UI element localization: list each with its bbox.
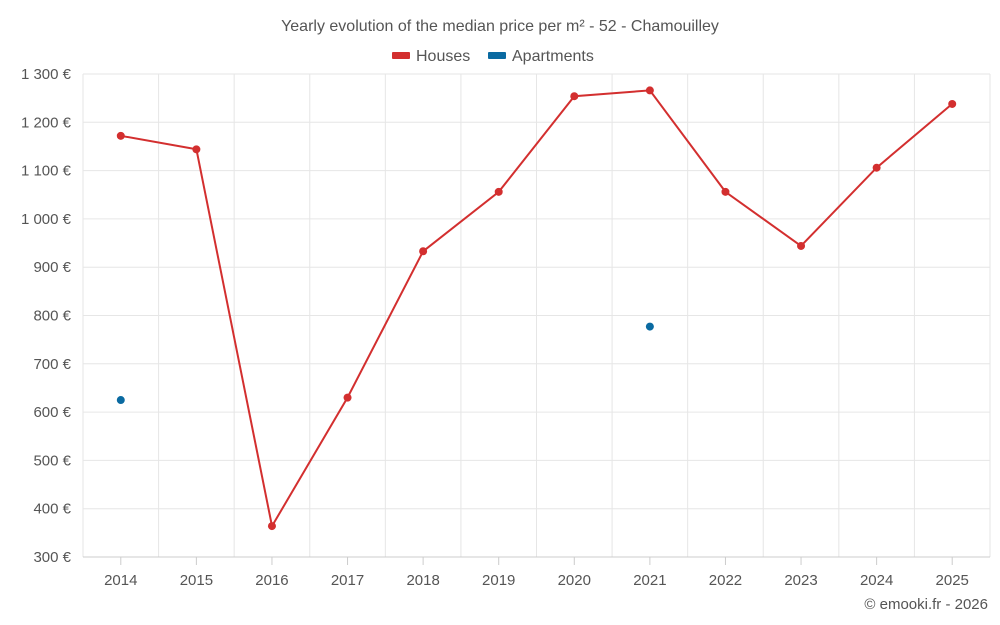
legend-swatch-apartments	[488, 52, 506, 59]
legend: Houses Apartments	[392, 48, 594, 65]
y-tick-label: 400 €	[33, 501, 71, 518]
data-point-houses[interactable]	[872, 163, 881, 172]
data-point-houses[interactable]	[494, 187, 503, 196]
chart-title: Yearly evolution of the median price per…	[281, 18, 719, 35]
data-point-houses[interactable]	[948, 99, 957, 108]
y-tick-label: 1 300 €	[21, 66, 72, 83]
series	[116, 86, 957, 531]
x-tick-label: 2019	[482, 572, 515, 589]
y-tick-label: 300 €	[33, 549, 71, 566]
data-point-apartments[interactable]	[116, 396, 125, 405]
data-point-houses[interactable]	[192, 145, 201, 154]
legend-label-houses: Houses	[416, 48, 470, 65]
legend-item-houses[interactable]: Houses	[392, 48, 470, 65]
y-tick-label: 1 200 €	[21, 114, 72, 131]
x-tick-label: 2016	[255, 572, 288, 589]
data-point-houses[interactable]	[116, 131, 125, 140]
data-point-apartments[interactable]	[645, 322, 654, 331]
x-tick-label: 2015	[180, 572, 213, 589]
y-tick-label: 1 100 €	[21, 163, 72, 180]
y-tick-label: 500 €	[33, 452, 71, 469]
series-line-houses	[120, 89, 953, 529]
axes: 1 300 € 1 200 € 1 100 € 1 000 € 900 € 800 € 70…	[21, 66, 990, 589]
grid	[82, 73, 991, 558]
legend-item-apartments[interactable]: Apartments	[488, 48, 594, 65]
data-point-houses[interactable]	[797, 241, 806, 250]
y-tick-label: 700 €	[33, 356, 71, 373]
x-tick-label: 2021	[633, 572, 666, 589]
data-point-houses[interactable]	[267, 522, 276, 531]
x-tick-label: 2025	[936, 572, 969, 589]
y-tick-label: 900 €	[33, 259, 71, 276]
x-tick-label: 2024	[860, 572, 893, 589]
data-point-houses[interactable]	[721, 187, 730, 196]
credit-text: © emooki.fr - 2026	[864, 596, 988, 613]
y-tick-label: 600 €	[33, 404, 71, 421]
data-point-houses[interactable]	[343, 393, 352, 402]
data-point-houses[interactable]	[419, 247, 428, 256]
data-point-houses[interactable]	[570, 92, 579, 101]
x-tick-label: 2017	[331, 572, 364, 589]
legend-swatch-houses	[392, 52, 410, 59]
legend-label-apartments: Apartments	[512, 48, 594, 65]
x-tick-label: 2023	[784, 572, 817, 589]
x-tick-label: 2018	[406, 572, 439, 589]
y-tick-label: 800 €	[33, 308, 71, 325]
x-tick-label: 2022	[709, 572, 742, 589]
data-point-houses[interactable]	[645, 86, 654, 95]
x-tick-label: 2020	[558, 572, 591, 589]
y-tick-label: 1 000 €	[21, 211, 72, 228]
x-tick-label: 2014	[104, 572, 137, 589]
